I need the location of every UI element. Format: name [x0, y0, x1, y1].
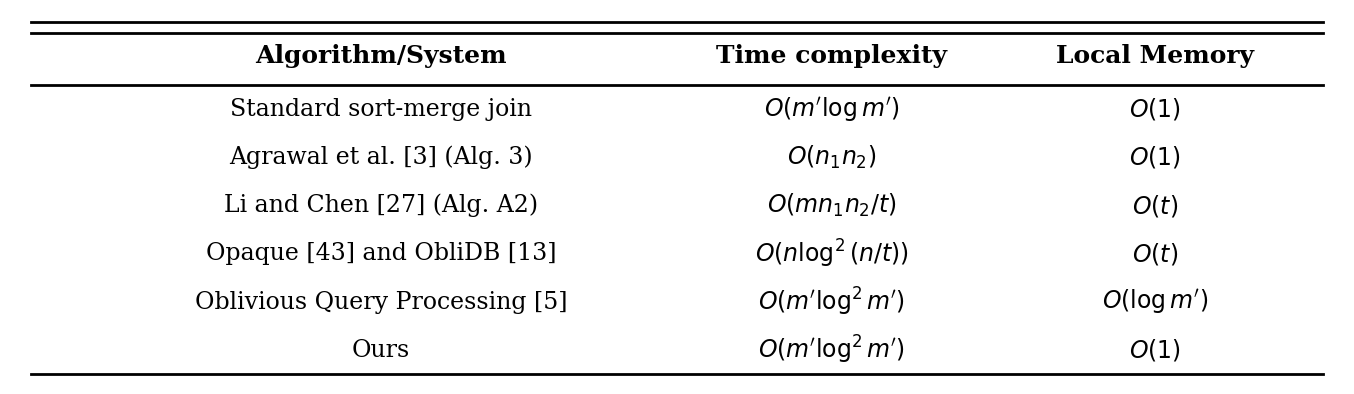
Text: $O(t)$: $O(t)$: [1132, 241, 1178, 267]
Text: Opaque [43] and ObliDB [13]: Opaque [43] and ObliDB [13]: [206, 242, 556, 266]
Text: Time complexity: Time complexity: [716, 44, 948, 68]
Text: Ours: Ours: [352, 339, 410, 362]
Text: $O(1)$: $O(1)$: [1129, 337, 1181, 363]
Text: $O(mn_1 n_2/t)$: $O(mn_1 n_2/t)$: [766, 192, 896, 219]
Text: Local Memory: Local Memory: [1056, 44, 1254, 68]
Text: $O(m' \log^2 m')$: $O(m' \log^2 m')$: [758, 286, 906, 318]
Text: Standard sort-merge join: Standard sort-merge join: [230, 98, 532, 121]
Text: Li and Chen [27] (Alg. A2): Li and Chen [27] (Alg. A2): [223, 194, 538, 217]
Text: $O(n_1 n_2)$: $O(n_1 n_2)$: [787, 144, 876, 171]
Text: $O(t)$: $O(t)$: [1132, 193, 1178, 219]
Text: $O(\log m')$: $O(\log m')$: [1102, 288, 1208, 316]
Text: $O(m' \log^2 m')$: $O(m' \log^2 m')$: [758, 334, 906, 366]
Text: $O(1)$: $O(1)$: [1129, 96, 1181, 122]
Text: $O(m' \log m')$: $O(m' \log m')$: [764, 95, 899, 124]
Text: Agrawal et al. [3] (Alg. 3): Agrawal et al. [3] (Alg. 3): [229, 146, 532, 169]
Text: Algorithm/System: Algorithm/System: [255, 44, 506, 68]
Text: Oblivious Query Processing [5]: Oblivious Query Processing [5]: [195, 291, 567, 314]
Text: $O(1)$: $O(1)$: [1129, 145, 1181, 171]
Text: $O(n \log^2(n/t))$: $O(n \log^2(n/t))$: [754, 238, 909, 270]
